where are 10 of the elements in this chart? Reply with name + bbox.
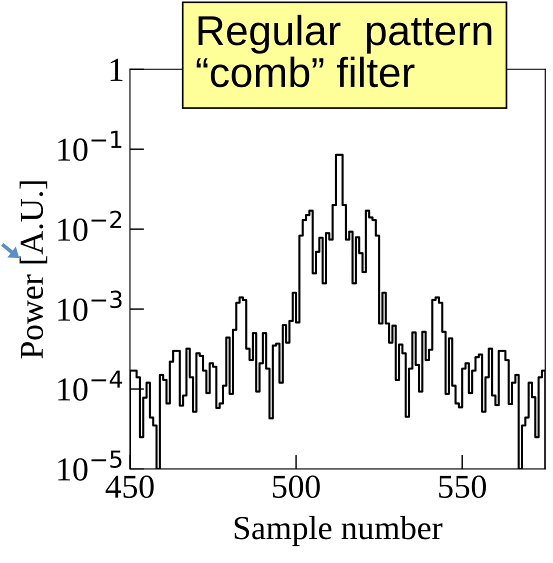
y-tick-label: 10$^{−3}$: [58, 290, 122, 321]
annotation: Regular pattern “comb” filter: [196, 14, 492, 88]
y-tick-label: 10$^{−1}$: [58, 130, 122, 161]
x-tick-label: 550: [439, 476, 486, 498]
y-tick-label: 10$^{−4}$: [58, 370, 122, 401]
y-tick-label: 10$^{−2}$: [58, 210, 122, 241]
x-axis-title: Sample number: [234, 516, 442, 546]
x-tick-label: 500: [273, 476, 320, 498]
y-tick-label: 1: [110, 58, 122, 81]
y-axis-title: Power [A.U.]: [20, 181, 48, 358]
